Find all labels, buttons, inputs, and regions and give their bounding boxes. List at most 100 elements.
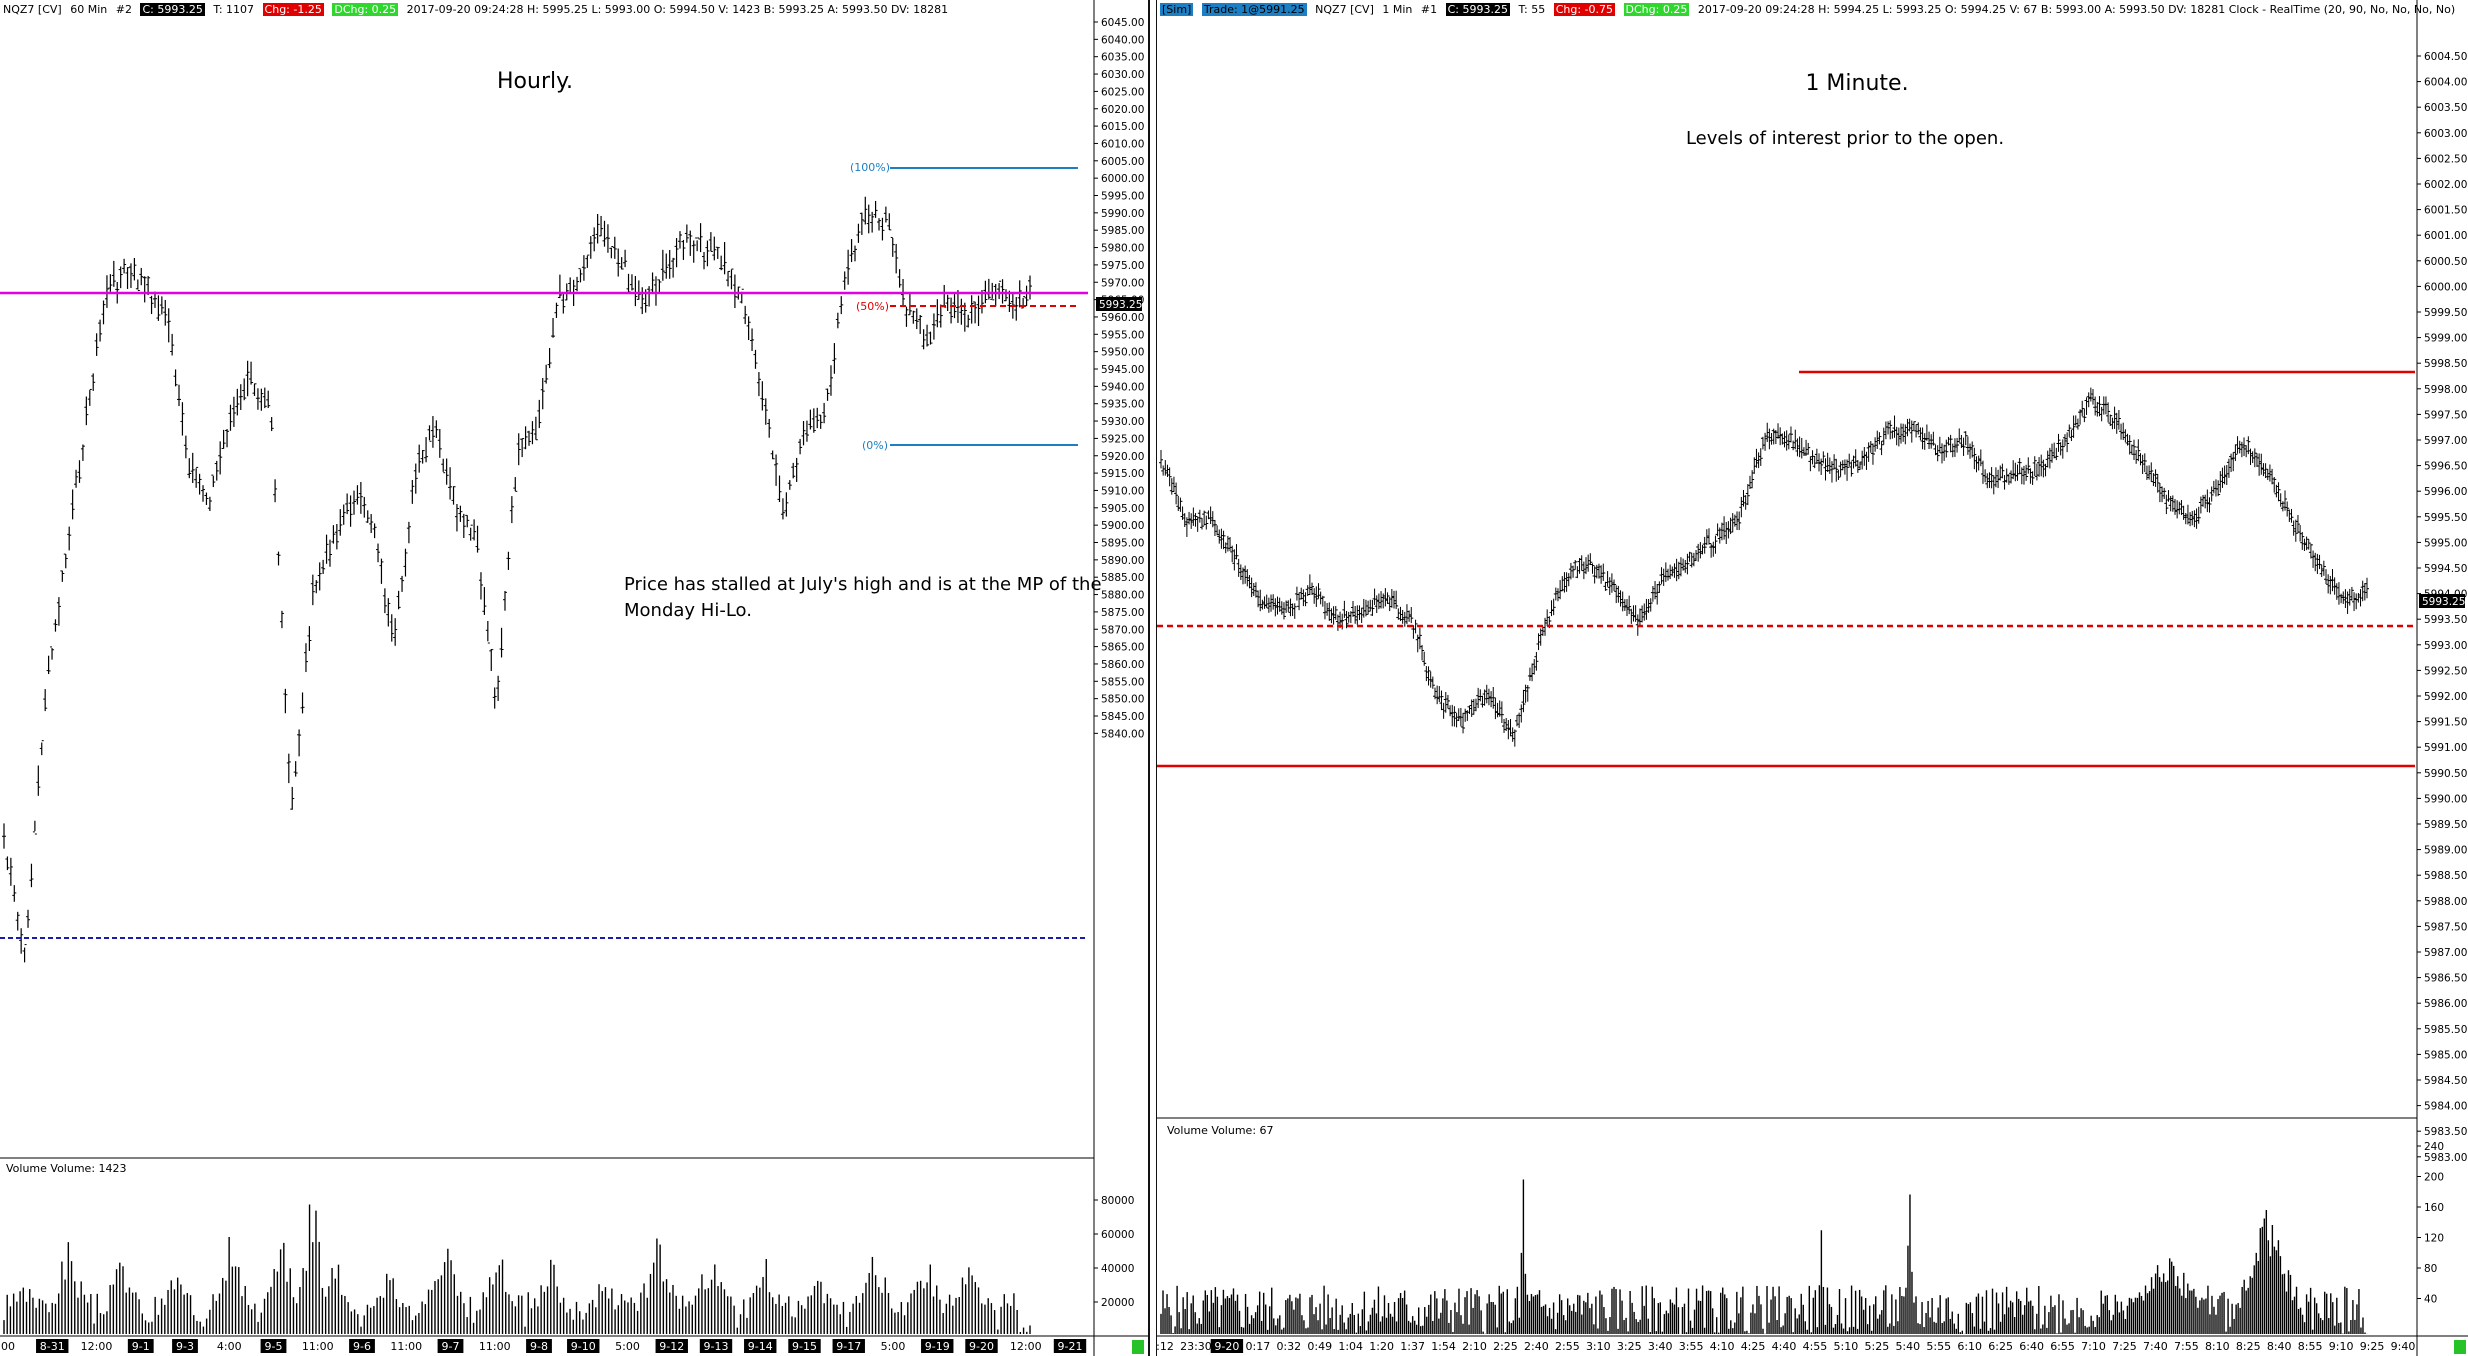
time-tick-label: 4:00 — [217, 1340, 242, 1353]
one-minute-price-chart[interactable]: 1 Minute. Levels of interest prior to th… — [1157, 0, 2468, 1356]
date-tick-bg — [788, 1339, 821, 1353]
price-tick-label: 6010.00 — [1101, 138, 1144, 150]
price-tick-label: 6020.00 — [1101, 104, 1144, 116]
price-tick-label: 5875.00 — [1101, 607, 1144, 619]
interval-label: 1 Min — [1382, 3, 1413, 16]
one-minute-chart-panel[interactable]: [Sim] Trade: 1@5991.25 NQZ7 [CV] 1 Min #… — [1156, 0, 2468, 1356]
time-axis[interactable]: :12 23:30 9-20 0:17 0:32 0:49 1:04 1:20 1:37 1:54… — [1157, 1339, 2415, 1353]
price-tick-label: 5984.50 — [2424, 1075, 2467, 1087]
price-tick-label: 5995.00 — [1101, 191, 1144, 203]
volume-tick-label: 200 — [2424, 1172, 2444, 1184]
price-tick-label: 5915.00 — [1101, 468, 1144, 480]
price-tick-label: 6025.00 — [1101, 86, 1144, 98]
time-tick-label: 8:40 — [2267, 1340, 2292, 1353]
time-tick-label: 3:40 — [1648, 1340, 1673, 1353]
price-tick-label: 5940.00 — [1101, 381, 1144, 393]
time-tick-label: 9-5 — [265, 1340, 283, 1353]
date-tick-bg — [260, 1339, 287, 1353]
time-tick-label: 5:10 — [1834, 1340, 1859, 1353]
price-tick-label: 5988.50 — [2424, 870, 2467, 882]
date-tick-bg — [744, 1339, 777, 1353]
volume-label: Volume Volume: 67 — [1167, 1124, 1274, 1137]
time-tick-label: 8:25 — [2236, 1340, 2261, 1353]
time-tick-label: 3:55 — [1679, 1340, 1704, 1353]
daily-change-badge: DChg: 0.25 — [1623, 3, 1690, 16]
price-tick-label: 5989.50 — [2424, 819, 2467, 831]
trades-label: T: 1107 — [213, 3, 255, 16]
time-tick-label: 8:10 — [2205, 1340, 2230, 1353]
date-tick-bg — [567, 1339, 600, 1353]
date-tick-bg — [832, 1339, 865, 1353]
time-tick-label: 6:55 — [2050, 1340, 2075, 1353]
time-tick-label: 3:25 — [1617, 1340, 1642, 1353]
time-tick-label: 9-20 — [1214, 1340, 1239, 1353]
last-price-tag-bg — [1096, 297, 1142, 311]
time-tick-label: 9:10 — [2329, 1340, 2354, 1353]
price-tick-label: 5989.00 — [2424, 845, 2467, 857]
time-tick-label: 5:40 — [1895, 1340, 1920, 1353]
price-tick-label: 5865.00 — [1101, 642, 1144, 654]
price-tick-label: 5985.00 — [2424, 1049, 2467, 1061]
interval-label: 60 Min — [70, 3, 108, 16]
price-tick-label: 6002.50 — [2424, 153, 2467, 165]
status-indicator[interactable] — [1132, 1340, 1144, 1354]
note-line-1: Price has stalled at July's high and is … — [624, 574, 1102, 595]
time-tick-label: 5:25 — [1864, 1340, 1889, 1353]
time-tick-label: 9-20 — [969, 1340, 994, 1353]
date-tick-bg — [1053, 1339, 1087, 1353]
price-tick-label: 5983.50 — [2424, 1126, 2467, 1138]
volume-axis: 80000 60000 40000 20000 — [1094, 1195, 1134, 1309]
date-tick-bg — [655, 1339, 688, 1353]
price-tick-label: 5930.00 — [1101, 416, 1144, 428]
last-price-tag: 5993.25 — [2422, 596, 2465, 608]
price-tick-label: 5845.00 — [1101, 711, 1144, 723]
time-tick-label: 9-14 — [748, 1340, 773, 1353]
date-tick-bg — [921, 1339, 954, 1353]
time-tick-label: 9:25 — [2360, 1340, 2385, 1353]
hourly-volume-bars — [3, 1204, 1031, 1334]
date-tick-bg — [1210, 1339, 1244, 1353]
time-tick-label: 9:40 — [2391, 1340, 2416, 1353]
last-price-tag: 5993.25 — [1099, 299, 1142, 311]
volume-tick-label: 20000 — [1101, 1297, 1134, 1309]
time-tick-label: 0:32 — [1276, 1340, 1301, 1353]
price-tick-label: 6001.00 — [2424, 230, 2467, 242]
price-tick-label: 5955.00 — [1101, 329, 1144, 341]
time-tick-label: 2:40 — [1524, 1340, 1549, 1353]
time-tick-label: 7:55 — [2174, 1340, 2199, 1353]
price-tick-label: 5905.00 — [1101, 503, 1144, 515]
price-tick-label: 5983.00 — [2424, 1152, 2467, 1164]
time-tick-label: 9-3 — [176, 1340, 194, 1353]
price-tick-label: 5840.00 — [1101, 728, 1144, 740]
price-tick-label: 5986.50 — [2424, 973, 2467, 985]
quote-details: 2017-09-20 09:24:28 H: 5994.25 L: 5993.2… — [1697, 3, 2456, 16]
price-axis[interactable]: 6004.50 6004.00 6003.50 6003.00 6002.50 6002.… — [2417, 51, 2467, 1164]
volume-tick-label: 60000 — [1101, 1229, 1134, 1241]
price-tick-label: 6015.00 — [1101, 121, 1144, 133]
time-tick-label: 8:55 — [2298, 1340, 2323, 1353]
hourly-price-chart[interactable]: (100%) (50%) (0%) Hourly. Price has stal… — [0, 0, 1148, 1356]
price-tick-label: 5970.00 — [1101, 277, 1144, 289]
price-tick-label: 5960.00 — [1101, 312, 1144, 324]
time-tick-label: 1:54 — [1431, 1340, 1456, 1353]
time-tick-label: 9-15 — [792, 1340, 817, 1353]
status-indicator[interactable] — [2454, 1340, 2466, 1354]
time-tick-label: 5:00 — [881, 1340, 906, 1353]
volume-tick-label: 80 — [2424, 1263, 2437, 1275]
hourly-price-bars — [2, 196, 1032, 963]
one-minute-price-bars — [1159, 387, 2369, 747]
price-tick-label: 6002.00 — [2424, 179, 2467, 191]
close-badge: C: 5993.25 — [1445, 3, 1510, 16]
time-tick-label: 4:40 — [1772, 1340, 1797, 1353]
price-axis[interactable]: 6045.00 6040.00 6035.00 6030.00 6025.00 6020.… — [1094, 17, 1144, 740]
hourly-chart-panel[interactable]: NQZ7 [CV] 60 Min #2 C: 5993.25 T: 1107 C… — [0, 0, 1150, 1356]
volume-axis: 240 200 160 120 80 40 — [2417, 1141, 2444, 1306]
price-tick-label: 5997.50 — [2424, 409, 2467, 421]
time-axis[interactable]: 00 8-31 12:00 9-1 9-3 4:00 9-5 11:00 9-6 11:00 9-7… — [1, 1339, 1087, 1353]
price-tick-label: 5995.00 — [2424, 537, 2467, 549]
price-tick-label: 6030.00 — [1101, 69, 1144, 81]
price-tick-label: 5984.00 — [2424, 1101, 2467, 1113]
fib-100-label: (100%) — [850, 161, 890, 174]
price-tick-label: 5990.00 — [2424, 793, 2467, 805]
price-tick-label: 5895.00 — [1101, 538, 1144, 550]
